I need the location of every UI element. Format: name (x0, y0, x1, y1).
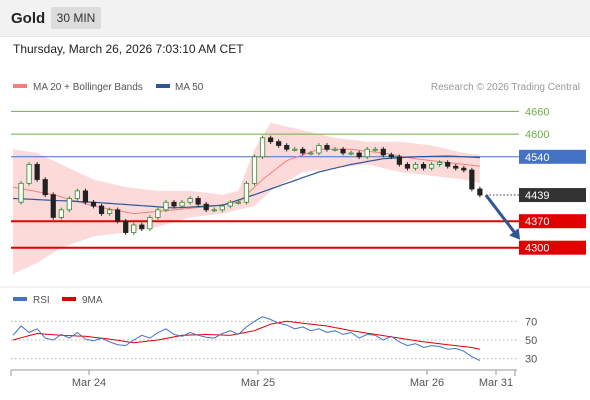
candle-body (420, 163, 427, 169)
watermark: Research © 2026 Trading Central (431, 82, 580, 93)
level-tag-4439 (519, 188, 586, 203)
legend-label-ma50: MA 50 (175, 82, 204, 93)
candle-body (267, 137, 274, 143)
timeframe-badge[interactable]: 30 MIN (51, 7, 101, 29)
candle-body (107, 209, 113, 215)
candle-body (235, 201, 241, 204)
candle-body (66, 198, 72, 211)
candle-body (243, 182, 250, 203)
candle-body (163, 201, 169, 211)
candle-body (332, 148, 338, 151)
legend-swatch-9ma (62, 297, 76, 301)
candle-body (42, 179, 48, 196)
candle-body (131, 224, 137, 233)
candle-body (461, 167, 467, 171)
legend-swatch-bollinger (13, 84, 27, 88)
rsi-tick-30: 30 (525, 354, 537, 366)
candle-body (412, 163, 419, 169)
candle-body (211, 209, 217, 212)
candle-body (388, 154, 394, 158)
level-tag-4540 (519, 149, 586, 164)
rsi-line (12, 316, 481, 361)
legend-swatch-rsi (13, 297, 27, 301)
rsi-tick-70: 70 (525, 316, 537, 328)
candle-body (34, 163, 40, 180)
candle-body (50, 194, 56, 218)
candle-body (477, 188, 483, 196)
candle-body (115, 209, 121, 222)
level-label-4370: 4370 (525, 216, 549, 228)
x-tick-label: Mar 25 (241, 377, 275, 389)
candle-body (437, 162, 443, 165)
candle-body (380, 148, 386, 156)
candle-body (179, 201, 185, 207)
candle-body (251, 156, 258, 184)
level-label-4439: 4439 (525, 190, 549, 202)
level-label-4660: 4660 (525, 106, 549, 118)
candle-body (453, 165, 459, 169)
candle-body (147, 217, 153, 230)
candle-body (372, 148, 378, 151)
candle-body (292, 148, 298, 151)
candle-body (18, 182, 24, 203)
ma9-line (12, 320, 481, 350)
candle-body (259, 137, 266, 158)
candle-body (445, 162, 451, 167)
candle-body (340, 148, 346, 154)
candle-body (276, 141, 282, 146)
candle-body (284, 145, 290, 150)
candle-body (219, 205, 225, 211)
candle-body (404, 163, 411, 169)
candle-body (139, 224, 145, 230)
candle-body (396, 156, 403, 165)
candle-body (26, 163, 32, 184)
candle-body (227, 201, 233, 207)
candle-body (155, 209, 161, 218)
candle-body (98, 205, 105, 215)
candle-body (308, 152, 314, 155)
datetime-label: Thursday, March 26, 2026 7:03:10 AM CET (13, 42, 244, 56)
x-tick-label: Mar 31 (479, 377, 513, 389)
rsi-tick-50: 50 (525, 335, 537, 347)
candle-body (187, 198, 193, 203)
candle-body (324, 145, 330, 150)
legend-label-rsi: RSI (33, 295, 50, 306)
level-label-4300: 4300 (525, 243, 549, 255)
legend-label-bollinger: MA 20 + Bollinger Bands (33, 82, 143, 93)
candle-body (364, 148, 370, 158)
candle-body (195, 198, 201, 205)
candle-body (348, 152, 354, 155)
candle-body (90, 201, 97, 207)
x-tick-label: Mar 26 (410, 377, 444, 389)
candle-body (356, 152, 362, 158)
level-label-4600: 4600 (525, 129, 549, 141)
x-tick-label: Mar 24 (72, 377, 106, 389)
legend-swatch-ma50 (156, 84, 170, 88)
symbol-title: Gold (11, 10, 46, 27)
legend-label-9ma: 9MA (82, 295, 103, 306)
level-tag-4300 (519, 240, 586, 255)
candle-body (300, 148, 306, 154)
candle-body (428, 163, 435, 169)
forecast-arrow-shaft (484, 194, 519, 237)
candle-body (74, 190, 80, 199)
header-bar: Gold 30 MIN (0, 0, 590, 37)
level-tag-4370 (519, 214, 586, 229)
candle-body (316, 145, 322, 154)
candle-body (171, 201, 177, 207)
candle-body (123, 220, 129, 233)
candle-body (203, 203, 209, 211)
level-label-4540: 4540 (525, 152, 549, 164)
candle-body (469, 169, 475, 190)
candle-body (58, 209, 64, 218)
candle-body (82, 190, 89, 203)
forecast-arrow-head (509, 228, 521, 240)
